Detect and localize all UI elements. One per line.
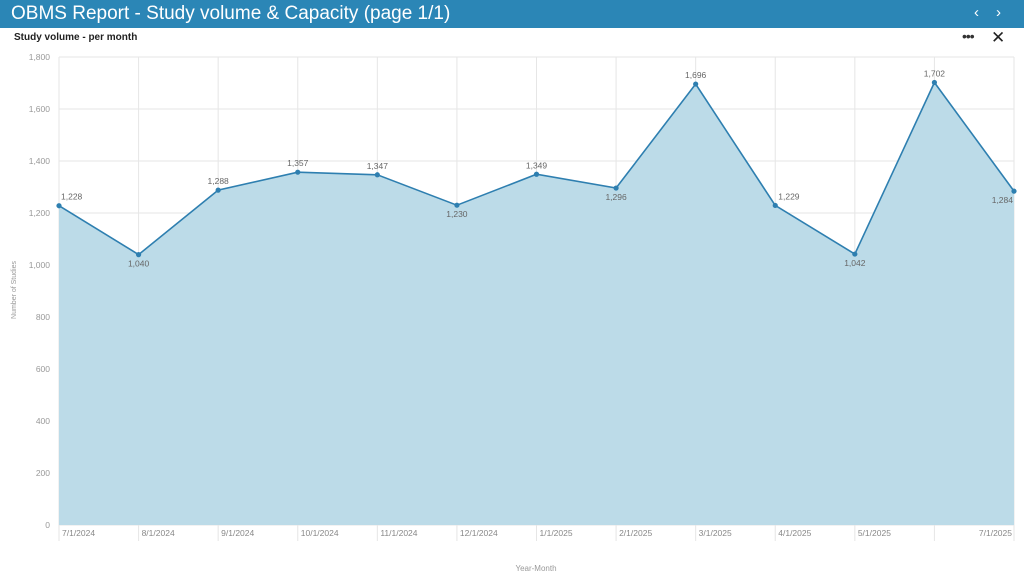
data-label: 1,296 [605, 192, 627, 202]
data-point [374, 172, 380, 178]
data-point [295, 169, 301, 175]
x-tick-label: 8/1/2024 [142, 528, 175, 538]
x-tick-label: 11/1/2024 [380, 528, 417, 538]
area-fill [59, 82, 1014, 525]
y-tick-label: 1,600 [29, 104, 51, 114]
x-axis-title: Year-Month [515, 564, 556, 573]
next-page-icon[interactable]: › [996, 4, 1001, 21]
data-label: 1,284 [992, 195, 1014, 205]
data-point [772, 202, 778, 209]
data-label: 1,357 [287, 158, 309, 168]
data-label: 1,288 [208, 176, 230, 186]
y-tick-label: 1,800 [29, 52, 51, 62]
data-label: 1,702 [924, 68, 946, 78]
data-label: 1,347 [367, 161, 389, 171]
data-point [1011, 188, 1017, 194]
x-tick-label: 3/1/2025 [699, 528, 732, 538]
x-tick-label: 2/1/2025 [619, 528, 652, 538]
x-tick-label: 7/1/2025 [979, 528, 1012, 538]
data-point [135, 252, 142, 258]
data-point [533, 171, 540, 177]
data-label: 1,040 [128, 259, 150, 269]
data-point [613, 185, 619, 191]
data-point [454, 202, 460, 208]
previous-page-icon[interactable]: ‹ [974, 4, 979, 21]
x-tick-label: 7/1/2024 [62, 528, 95, 538]
y-tick-label: 1,400 [29, 156, 51, 166]
panel-header: Study volume - per month ••• ✕ [0, 28, 1024, 48]
y-tick-label: 200 [36, 468, 50, 478]
data-label: 1,042 [844, 258, 866, 268]
chart-title: Study volume - per month [14, 32, 138, 43]
y-tick-label: 0 [45, 520, 50, 530]
x-tick-label: 10/1/2024 [301, 528, 339, 538]
y-tick-label: 400 [36, 416, 50, 426]
data-label: 1,696 [685, 70, 707, 80]
x-tick-label: 4/1/2025 [778, 528, 811, 538]
close-icon[interactable]: ✕ [991, 28, 1006, 47]
data-point [56, 203, 62, 209]
data-point [931, 79, 938, 86]
x-tick-label: 5/1/2025 [858, 528, 891, 538]
y-tick-label: 600 [36, 364, 50, 374]
y-tick-label: 1,000 [29, 260, 51, 270]
data-label: 1,230 [446, 209, 468, 219]
data-label: 1,349 [526, 160, 548, 170]
report-title: OBMS Report - Study volume & Capacity (p… [11, 3, 451, 24]
data-label: 1,229 [778, 191, 800, 201]
x-tick-label: 1/1/2025 [540, 528, 573, 538]
y-axis-title: Number of Studies [11, 261, 18, 319]
y-tick-label: 800 [36, 312, 50, 322]
y-tick-label: 1,200 [29, 208, 51, 218]
x-tick-label: 12/1/2024 [460, 528, 498, 538]
x-tick-label: 9/1/2024 [221, 528, 254, 538]
data-point [693, 81, 699, 87]
more-options-icon[interactable]: ••• [962, 28, 975, 44]
data-label: 1,228 [61, 192, 83, 202]
data-point [215, 187, 221, 193]
report-header: OBMS Report - Study volume & Capacity (p… [0, 0, 1024, 28]
data-point [852, 251, 858, 257]
